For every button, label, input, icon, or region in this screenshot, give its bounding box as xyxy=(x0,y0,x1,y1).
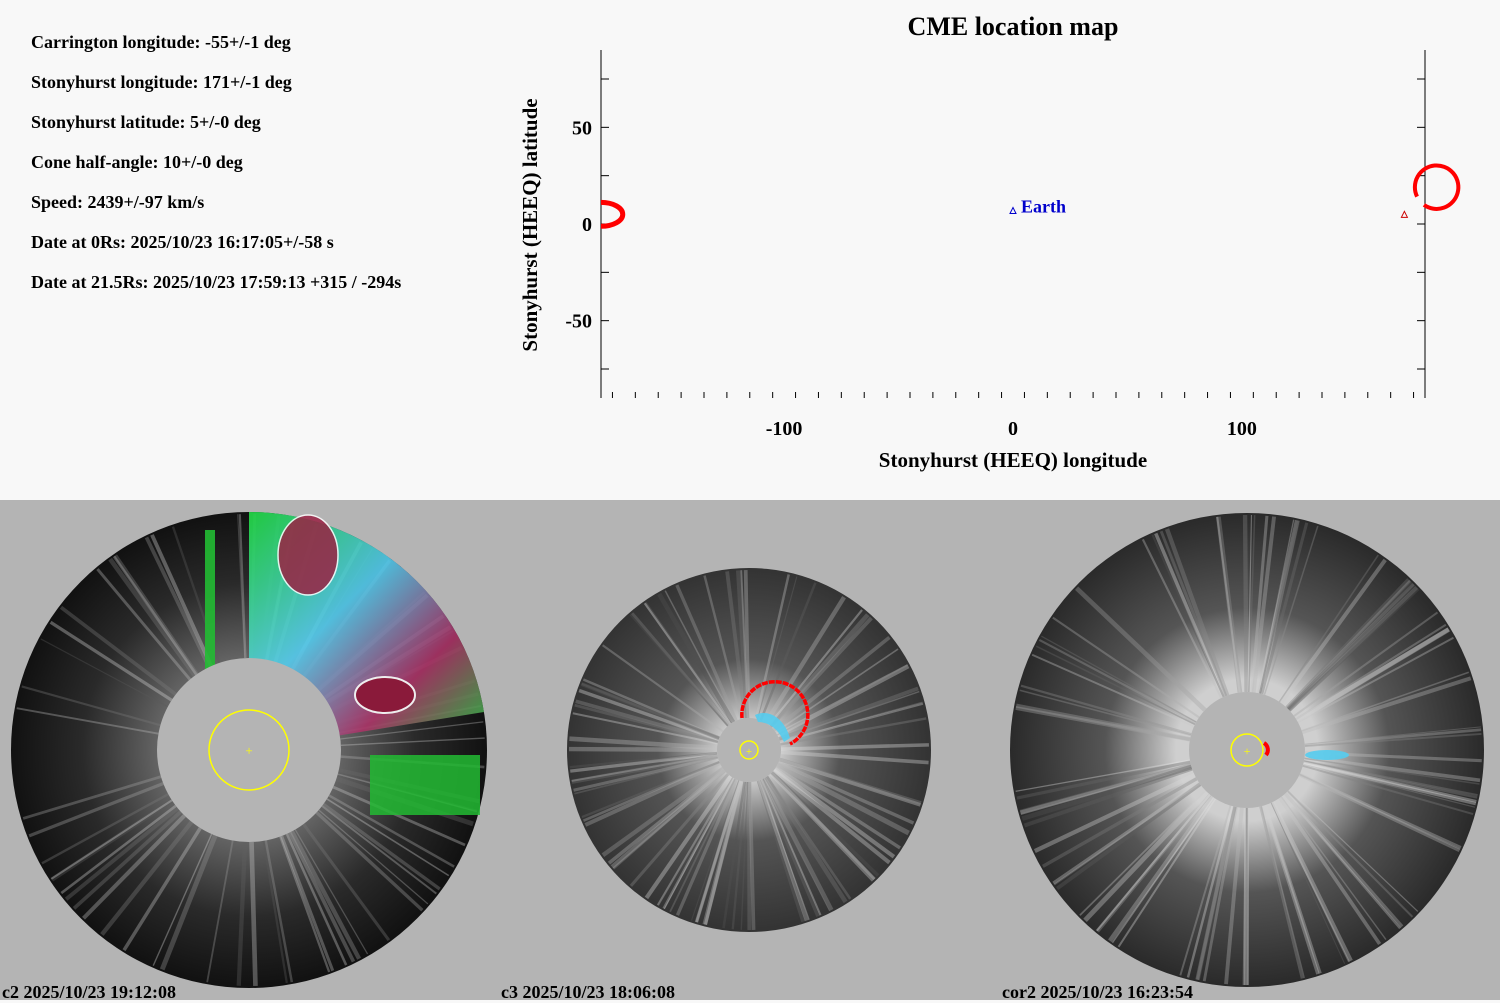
x-tick-label: 0 xyxy=(1008,418,1018,440)
x-tick-label: 100 xyxy=(1227,418,1257,440)
coronagraph-panels: + + + xyxy=(0,500,1500,1000)
y-axis-label: Stonyhurst (HEEQ) latitude xyxy=(518,98,542,351)
cor2-panel: + xyxy=(1010,513,1484,987)
c2-panel: + xyxy=(11,512,487,988)
y-tick-label: 50 xyxy=(572,117,592,139)
cme-location-map: CME location map Stonyhurst (HEEQ) longi… xyxy=(0,0,1500,500)
cor2-cme-front xyxy=(1305,750,1349,760)
point-marker xyxy=(1010,207,1016,213)
c2-green-patch xyxy=(370,755,480,815)
cme-cone-outline xyxy=(1415,165,1458,208)
plot-marks: Earth xyxy=(601,165,1458,226)
summary-area: Carrington longitude: -55+/-1 deg Stonyh… xyxy=(0,0,1500,500)
c2-sun-center: + xyxy=(245,743,252,758)
x-tick-label: -100 xyxy=(766,418,803,440)
point-marker xyxy=(1401,211,1407,217)
c3-panel: + xyxy=(567,568,931,932)
cor2-sun-center: + xyxy=(1244,744,1251,758)
x-axis-label: Stonyhurst (HEEQ) longitude xyxy=(879,448,1147,472)
c2-cme-core xyxy=(355,677,415,713)
y-tick-label: -50 xyxy=(565,311,592,333)
streamer-ray xyxy=(1245,515,1246,692)
cme-cone-wrap xyxy=(601,202,623,226)
c2-green-streak xyxy=(205,530,215,680)
c2-cme-streak xyxy=(278,515,338,595)
streamer-ray xyxy=(569,749,717,750)
y-tick-label: 0 xyxy=(582,214,592,236)
point-label: Earth xyxy=(1021,196,1066,216)
axes: -100 0 100 -50 0 50 xyxy=(565,50,1425,440)
chart-title: CME location map xyxy=(908,12,1119,41)
streamer-ray xyxy=(1246,808,1247,985)
c3-sun-center: + xyxy=(746,746,752,758)
